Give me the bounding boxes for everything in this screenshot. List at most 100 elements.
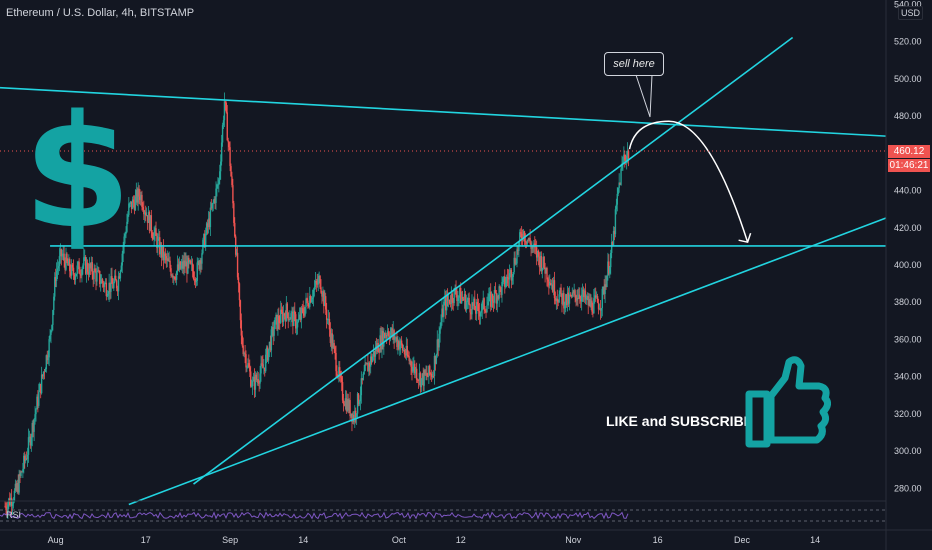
candle-body xyxy=(543,256,545,268)
candle-body xyxy=(328,318,331,330)
candle-body xyxy=(424,370,426,375)
candle-body xyxy=(496,295,498,304)
candle-body xyxy=(383,332,385,347)
candle-body xyxy=(144,212,147,216)
candle-body xyxy=(476,301,479,305)
candle-body xyxy=(290,313,292,320)
thumbs-up-icon xyxy=(745,356,831,448)
candle-body xyxy=(410,360,412,367)
candle-body xyxy=(298,314,301,319)
candle-body xyxy=(529,237,531,244)
candle-body xyxy=(283,313,286,316)
candle-body xyxy=(52,310,54,325)
candle-body xyxy=(500,287,502,295)
candle-body xyxy=(121,253,123,266)
candle-body xyxy=(558,294,560,303)
candle-body xyxy=(358,401,361,405)
candle-body xyxy=(212,202,214,204)
candle-body xyxy=(115,280,118,289)
candle-body xyxy=(83,257,85,266)
candle-body xyxy=(247,363,249,367)
candle-body xyxy=(24,458,27,461)
candle-body xyxy=(602,286,604,289)
candle-body xyxy=(241,335,243,346)
candle-body xyxy=(136,190,138,203)
candle-body xyxy=(470,312,472,315)
candle-body xyxy=(258,382,260,384)
candle-body xyxy=(142,206,144,210)
candle-body xyxy=(54,277,57,281)
candle-body xyxy=(580,298,582,302)
candle-body xyxy=(586,296,588,298)
candle-body xyxy=(427,376,429,378)
candle-body xyxy=(27,437,30,455)
candle-body xyxy=(598,308,601,310)
candle-body xyxy=(148,212,151,231)
candle-body xyxy=(173,276,175,279)
candle-body xyxy=(489,291,491,294)
candle-body xyxy=(188,257,190,263)
candle-body xyxy=(315,281,318,283)
candle-body xyxy=(190,263,193,265)
candle-body xyxy=(583,290,586,298)
candle-body xyxy=(323,291,325,307)
candle-body xyxy=(109,282,111,292)
candle-body xyxy=(50,330,52,335)
candle-body xyxy=(114,275,117,281)
candle-body xyxy=(566,292,569,306)
candle-body xyxy=(605,284,607,287)
candle-body xyxy=(163,253,166,261)
candle-body xyxy=(542,256,544,268)
candle-body xyxy=(603,286,605,295)
candle-body xyxy=(20,471,22,476)
price-axis[interactable]: 280.00 300.00 320.00 340.00 360.00 380.00 400.… xyxy=(894,0,922,493)
candle-body xyxy=(340,377,343,383)
candle-body xyxy=(276,314,278,330)
candle-body xyxy=(309,296,311,307)
candle-body xyxy=(10,497,13,507)
candle-body xyxy=(167,258,169,262)
candle-body xyxy=(59,249,62,257)
candle-body xyxy=(541,267,543,272)
candle-body xyxy=(444,297,446,302)
candle-body xyxy=(327,318,330,320)
candle-body xyxy=(619,182,621,185)
candle-body xyxy=(36,396,38,410)
candle-body xyxy=(139,196,141,200)
candle-body xyxy=(611,242,614,245)
candle-body xyxy=(432,375,435,377)
candle-body xyxy=(456,295,458,302)
candle-body xyxy=(134,196,137,211)
x-tick-label: 16 xyxy=(653,535,663,545)
candle-body xyxy=(285,303,288,322)
y-tick-label: 540.00 xyxy=(894,0,922,10)
candle-body xyxy=(14,483,17,491)
candle-body xyxy=(573,290,575,293)
y-tick-label: 480.00 xyxy=(894,111,922,121)
candle-body xyxy=(442,308,444,317)
candle-body xyxy=(355,410,357,417)
rsi-label[interactable]: RSI xyxy=(6,510,22,520)
candle-body xyxy=(271,327,273,330)
candle-body xyxy=(461,297,464,299)
candle-body xyxy=(296,321,299,328)
candle-body xyxy=(226,112,228,141)
candle-body xyxy=(314,281,317,288)
candle-body xyxy=(140,194,142,200)
candle-body xyxy=(365,363,367,365)
time-axis[interactable]: Aug 17 Sep 14 Oct 12 Nov 16 Dec 14 xyxy=(48,535,820,545)
candle-body xyxy=(311,297,314,300)
candle-body xyxy=(532,246,534,248)
candle-body xyxy=(451,293,453,303)
candle-body xyxy=(364,363,366,372)
candle-body xyxy=(116,288,119,292)
candle-body xyxy=(146,215,149,223)
candle-body xyxy=(91,262,93,275)
candle-body xyxy=(277,315,279,330)
candle-body xyxy=(77,261,79,266)
currency-label[interactable]: USD xyxy=(898,6,924,20)
candle-body xyxy=(567,292,570,304)
candle-body xyxy=(610,253,612,268)
